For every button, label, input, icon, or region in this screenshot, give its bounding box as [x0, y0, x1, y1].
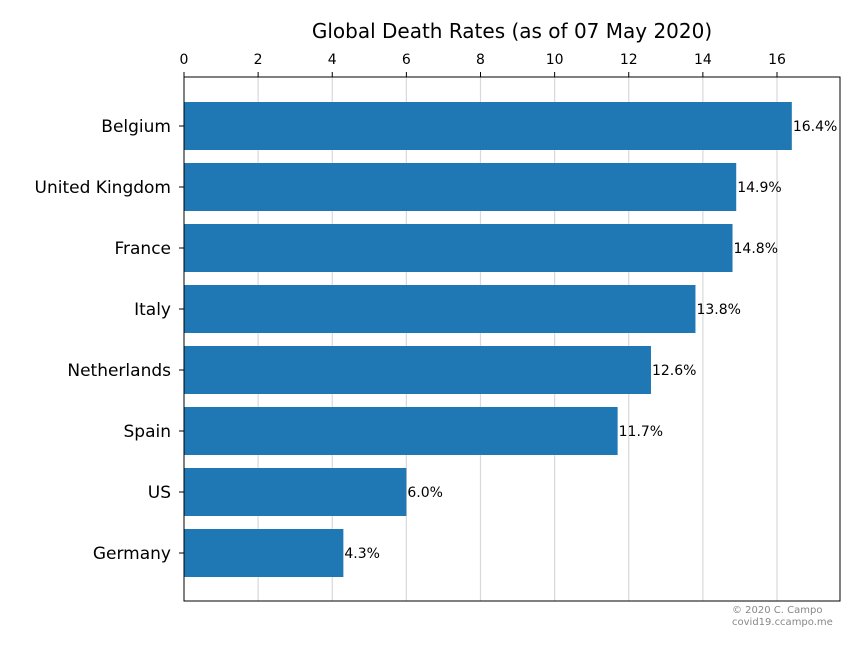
bar-value-label: 14.8%: [734, 241, 778, 257]
category-label: Spain: [124, 422, 172, 442]
bar-value-label: 4.3%: [344, 546, 380, 562]
bar-value-label: 11.7%: [619, 424, 663, 440]
bar-value-label: 16.4%: [793, 119, 837, 135]
x-tick-label: 8: [476, 52, 485, 68]
x-tick-label: 4: [328, 52, 337, 68]
data-labels: 16.4% 14.9% 14.8% 13.8% 12.6% 11.7% 6.0% 4.3%: [344, 119, 837, 562]
x-tick-label: 6: [402, 52, 411, 68]
category-label: US: [148, 483, 171, 503]
category-label: Germany: [93, 544, 171, 564]
x-tick-label: 2: [254, 52, 263, 68]
category-label: Netherlands: [67, 361, 171, 381]
bar: [184, 529, 344, 577]
category-label: Italy: [134, 300, 171, 320]
bar-value-label: 12.6%: [652, 363, 696, 379]
x-tick-label: 0: [180, 52, 189, 68]
bar: [184, 224, 733, 272]
category-labels: Belgium United Kingdom France Italy Netherla…: [35, 117, 184, 564]
category-label: United Kingdom: [35, 178, 171, 198]
bar: [184, 285, 696, 333]
bar: [184, 407, 618, 455]
credit: © 2020 C. Campo covid19.ccampo.me: [732, 605, 833, 629]
plot-frame: [183, 76, 841, 602]
credit-copyright: © 2020 C. Campo: [732, 605, 823, 616]
bars: [184, 102, 792, 577]
x-tick-label: 16: [768, 52, 786, 68]
bar-value-label: 13.8%: [696, 302, 740, 318]
bar: [184, 468, 407, 516]
bar-value-label: 14.9%: [737, 180, 781, 196]
x-tick-label: 14: [694, 52, 712, 68]
category-label: France: [114, 239, 171, 259]
x-axis-ticks: 0 2 4 6 8 10 12 14 16: [180, 52, 786, 77]
x-tick-label: 10: [546, 52, 564, 68]
category-label: Belgium: [101, 117, 171, 137]
bar: [184, 102, 792, 150]
bar: [184, 163, 737, 211]
grid-lines: [257, 77, 778, 601]
chart-title: Global Death Rates (as of 07 May 2020): [312, 19, 712, 43]
credit-url: covid19.ccampo.me: [732, 617, 833, 628]
bar-value-label: 6.0%: [407, 485, 443, 501]
x-tick-label: 12: [620, 52, 638, 68]
bar: [184, 346, 651, 394]
